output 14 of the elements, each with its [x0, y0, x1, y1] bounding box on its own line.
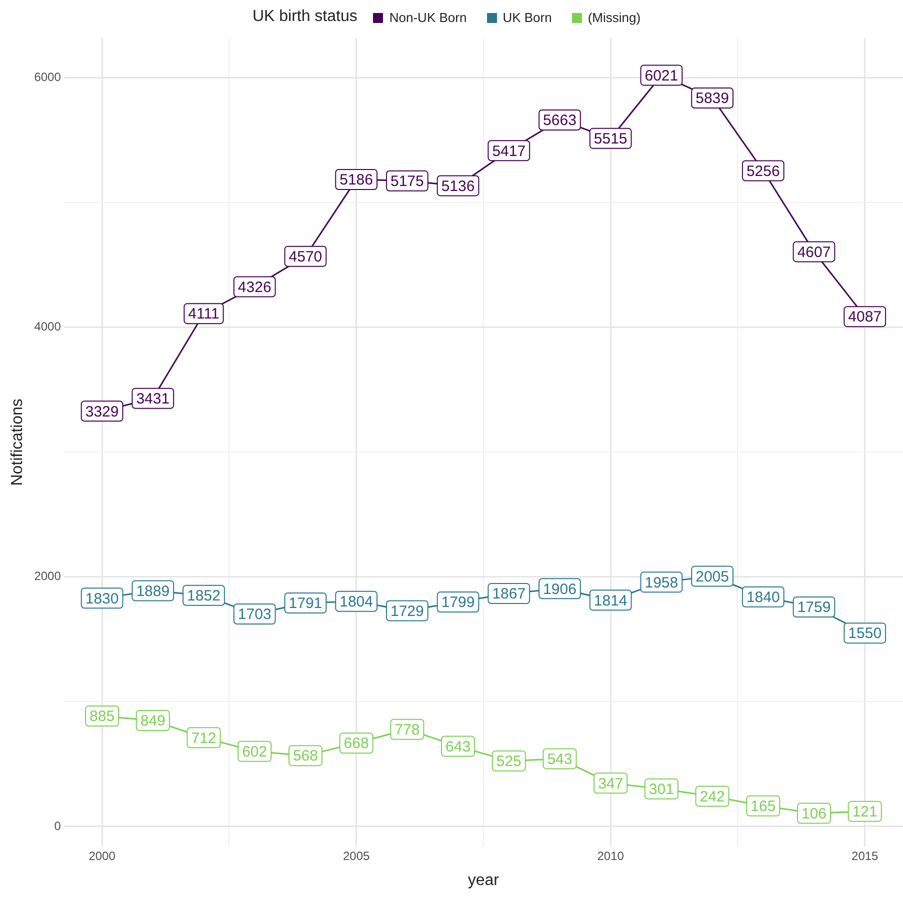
y-axis-title: Notifications	[9, 398, 26, 486]
x-tick-label: 2005	[342, 848, 370, 863]
y-tick-label: 4000	[34, 320, 62, 334]
x-axis-title: year	[468, 872, 500, 889]
y-tick-label: 2000	[34, 569, 62, 584]
x-tick-label: 2015	[852, 848, 879, 863]
x-tick-label: 2000	[88, 848, 116, 863]
y-tick-label: 0	[54, 818, 62, 833]
y-tick-label: 6000	[34, 70, 62, 84]
legend-label: UK Born	[502, 10, 552, 24]
legend-label: (Missing)	[586, 10, 641, 24]
legend-title: UK birth status	[252, 8, 358, 26]
x-tick-label: 2010	[597, 848, 624, 863]
legend-label: Non-UK Born	[388, 10, 467, 24]
